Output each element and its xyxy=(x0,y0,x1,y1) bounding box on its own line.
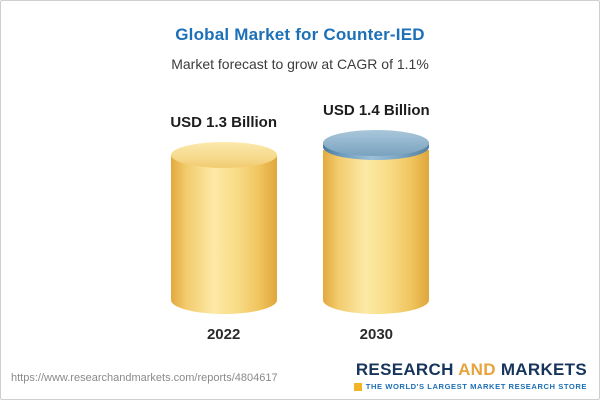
cylinder-bar-2030 xyxy=(323,130,430,314)
x-axis-label-2030: 2030 xyxy=(359,326,394,343)
research-and-markets-logo: RESEARCH AND MARKETS THE WORLD'S LARGEST… xyxy=(353,361,587,391)
x-axis-label-2022: 2022 xyxy=(206,326,241,343)
logo-tagline-row: THE WORLD'S LARGEST MARKET RESEARCH STOR… xyxy=(353,382,587,391)
chart-header: Global Market for Counter-IED Market for… xyxy=(1,1,599,72)
logo-tagline: THE WORLD'S LARGEST MARKET RESEARCH STOR… xyxy=(365,382,587,391)
bar-value-label-2022: USD 1.3 Billion xyxy=(170,114,277,131)
cylinder-cap-top xyxy=(323,130,430,156)
logo-word-and: AND xyxy=(458,360,496,379)
logo-word-research: RESEARCH xyxy=(355,360,454,379)
logo-wordmark: RESEARCH AND MARKETS xyxy=(354,361,587,378)
chart-title: Global Market for Counter-IED xyxy=(175,25,425,44)
cylinder-top xyxy=(170,142,277,168)
cylinder-bar-2022 xyxy=(170,142,277,314)
bar-value-label-2030: USD 1.4 Billion xyxy=(323,102,430,119)
chart-subtitle: Market forecast to grow at CAGR of 1.1% xyxy=(171,56,429,72)
cylinder-body xyxy=(170,155,277,314)
bar-group-2030: USD 1.4 Billion 2030 xyxy=(323,102,430,343)
cylinder-body xyxy=(323,150,430,314)
chart-area: USD 1.3 Billion 2022 USD 1.4 Billion 203… xyxy=(1,93,599,343)
gold-square-icon xyxy=(353,382,362,391)
logo-word-markets: MARKETS xyxy=(500,360,587,379)
source-url[interactable]: https://www.researchandmarkets.com/repor… xyxy=(11,372,278,384)
bar-group-2022: USD 1.3 Billion 2022 xyxy=(170,114,277,343)
